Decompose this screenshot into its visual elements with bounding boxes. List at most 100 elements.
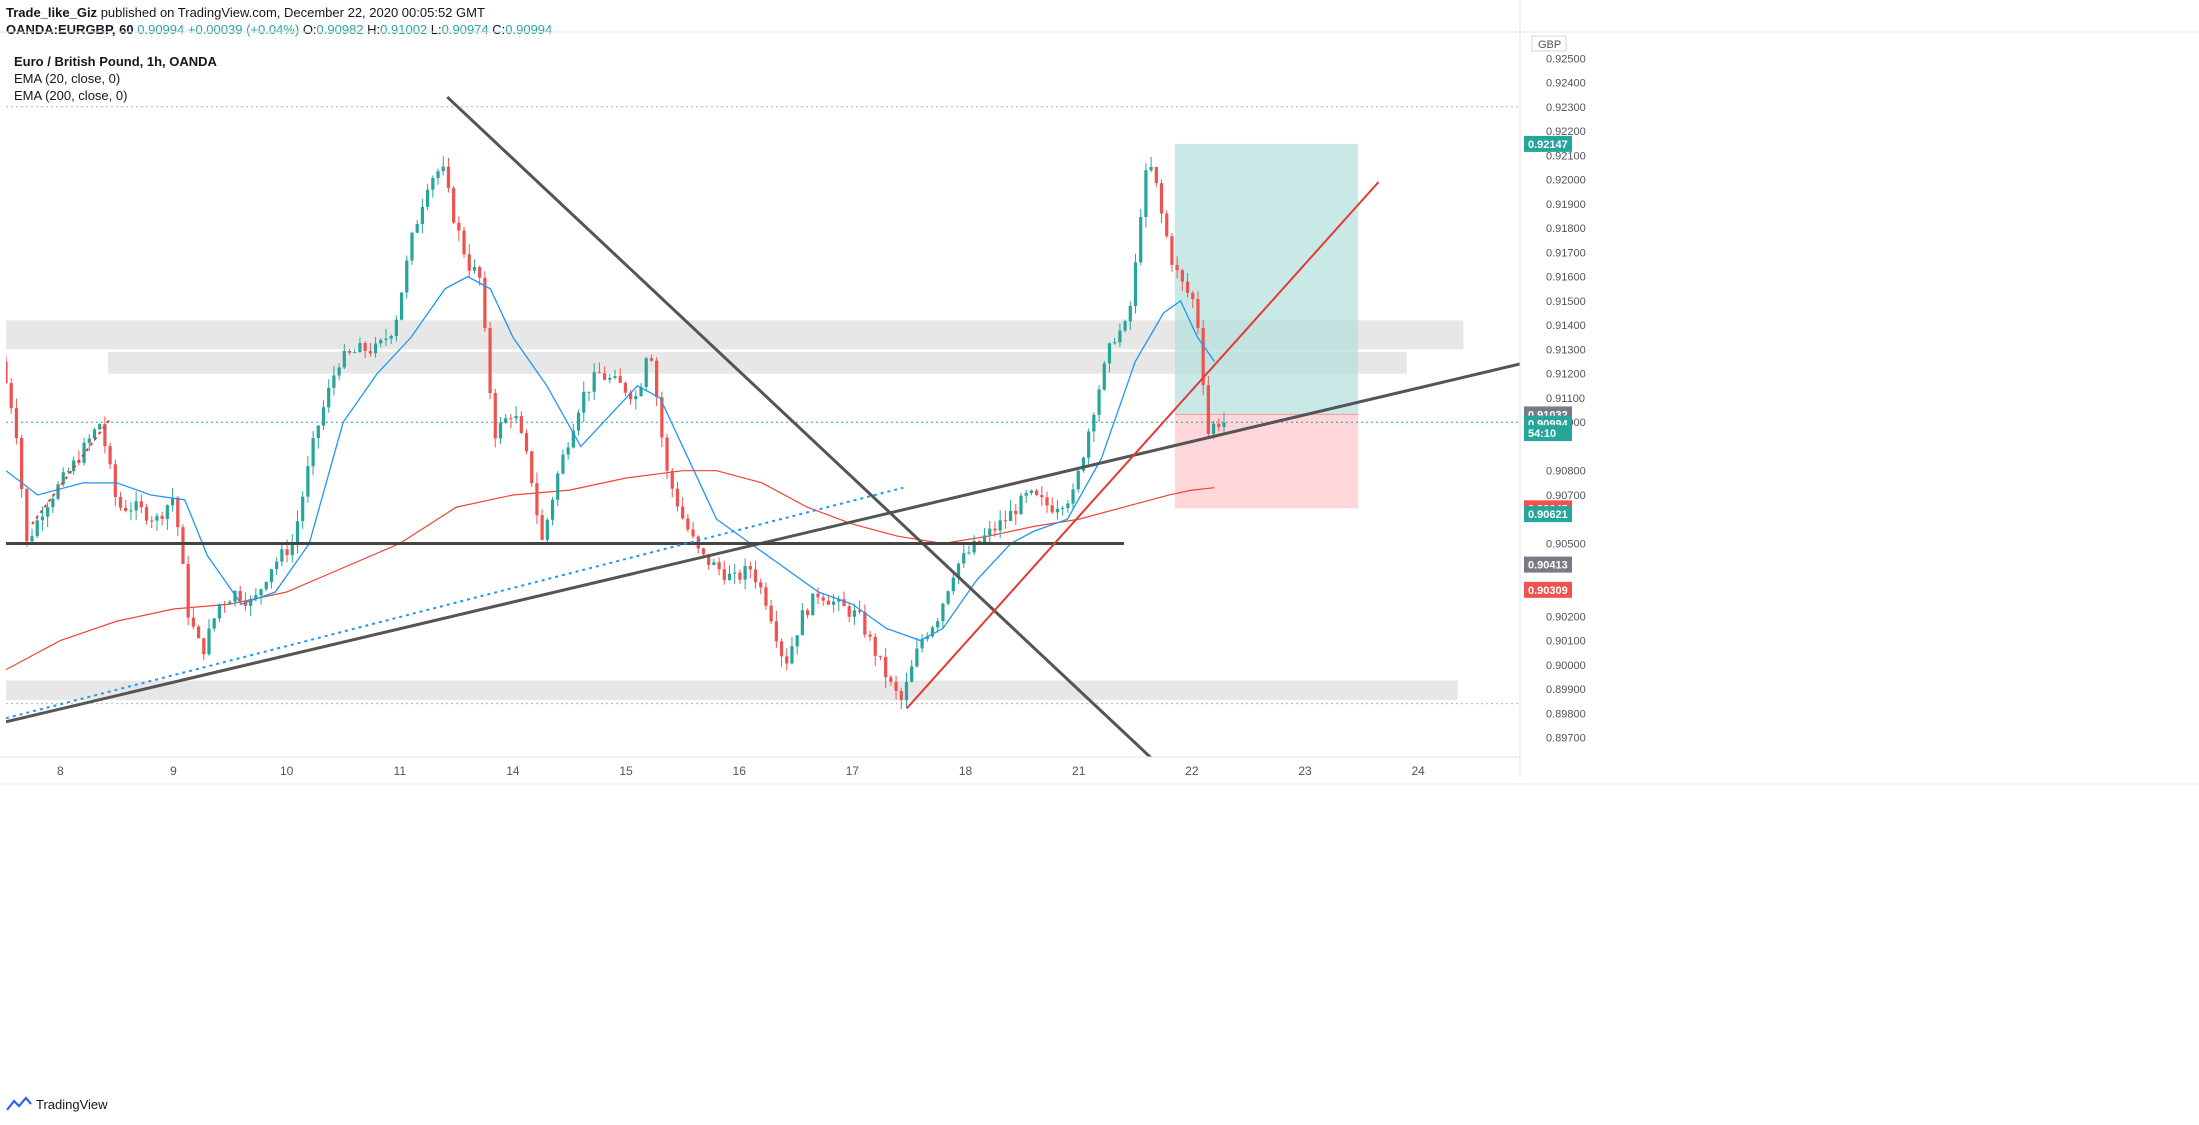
candle-body: [858, 610, 862, 612]
candle-body: [389, 336, 393, 339]
candle-body: [155, 515, 159, 521]
candle-body: [1206, 385, 1210, 434]
candle-body: [972, 540, 976, 553]
candle-body: [852, 610, 857, 617]
trendline: [31, 416, 113, 525]
published-text: published on TradingView.com, December 2…: [100, 5, 485, 20]
candle-body: [431, 177, 435, 190]
candle-body: [982, 535, 987, 542]
price-tick-label: 0.90200: [1546, 611, 1586, 623]
candle-body: [1040, 495, 1044, 498]
legend-ema200[interactable]: EMA (200, close, 0): [14, 88, 128, 103]
candle-body: [1034, 490, 1039, 496]
candle-body: [1081, 457, 1086, 471]
candle-body: [530, 451, 534, 484]
candle-body: [592, 372, 596, 392]
candle-body: [602, 373, 607, 380]
time-tick-label: 18: [959, 764, 973, 778]
candle-body: [72, 460, 76, 472]
candle-body: [1165, 213, 1169, 237]
candle-body: [92, 429, 97, 439]
target-zone: [1174, 143, 1359, 415]
candle-body: [930, 627, 935, 637]
candle-body: [379, 340, 383, 344]
candle-body: [118, 496, 123, 508]
candle-body: [582, 391, 586, 413]
candle-body: [956, 563, 961, 578]
candle-body: [254, 595, 258, 599]
candle-body: [587, 391, 591, 393]
candle-body: [936, 621, 940, 628]
candle-body: [988, 528, 992, 536]
candle-body: [915, 648, 919, 667]
candle-body: [514, 416, 518, 419]
candle-body: [233, 591, 237, 602]
candle-body: [144, 507, 149, 521]
candle-body: [207, 628, 211, 655]
price-badge-label: 0.92147: [1528, 139, 1568, 151]
price-tick-label: 0.91800: [1546, 223, 1586, 235]
price-tick-label: 0.91900: [1546, 199, 1586, 211]
candle-body: [1159, 183, 1164, 214]
time-tick-label: 21: [1072, 764, 1086, 778]
candle-body: [925, 636, 929, 640]
time-tick-label: 22: [1185, 764, 1199, 778]
candle-body: [660, 397, 664, 438]
candle-body: [504, 418, 508, 423]
candle-body: [681, 506, 685, 519]
candle-body: [795, 635, 799, 647]
candle-body: [842, 599, 846, 607]
candle-body: [1107, 343, 1112, 364]
candle-body: [498, 422, 503, 439]
candle-body: [1133, 262, 1138, 306]
candle-body: [1211, 423, 1216, 434]
price-tick-label: 0.90800: [1546, 466, 1586, 478]
candle-body: [191, 617, 195, 627]
candle-body: [821, 597, 825, 601]
candle-body: [884, 656, 888, 678]
candle-body: [800, 610, 804, 636]
candle-body: [1123, 321, 1127, 331]
candle-body: [394, 319, 398, 337]
price-tick-label: 0.91300: [1546, 344, 1586, 356]
candle-body: [488, 328, 492, 394]
trendline: [6, 486, 904, 720]
candle-body: [1118, 330, 1122, 343]
candle-body: [98, 424, 102, 430]
candle-body: [399, 292, 404, 320]
candle-body: [618, 376, 622, 383]
candle-body: [9, 383, 13, 409]
legend-ema20[interactable]: EMA (20, close, 0): [14, 71, 121, 86]
candle-body: [811, 593, 815, 616]
price-badge: [1524, 135, 1572, 152]
candle-body: [384, 338, 388, 341]
price-badge-label: 0.90309: [1528, 585, 1568, 597]
candle-body: [1045, 497, 1049, 506]
candle-body: [790, 646, 794, 664]
time-tick-label: 23: [1298, 764, 1312, 778]
candle-body: [446, 166, 451, 189]
price-tick-label: 0.89700: [1546, 733, 1586, 745]
candle-body: [1019, 495, 1023, 515]
candle-body: [967, 552, 971, 554]
candle-body: [472, 267, 477, 271]
stop-zone: [1174, 414, 1359, 509]
candle-body: [628, 392, 633, 400]
candle-body: [493, 393, 497, 439]
candle-body: [181, 527, 185, 564]
tradingview-brand[interactable]: TradingView: [6, 1096, 108, 1112]
candle-body: [6, 361, 8, 384]
candle-body: [51, 498, 55, 508]
candle-body: [743, 566, 747, 580]
candle-body: [186, 563, 190, 618]
candle-body: [1154, 166, 1158, 184]
candle-body: [1201, 328, 1205, 386]
candle-body: [561, 454, 565, 474]
author-name[interactable]: Trade_like_Giz: [6, 5, 98, 20]
candle-body: [899, 690, 903, 701]
price-tick-label: 0.89900: [1546, 684, 1586, 696]
candle-body: [665, 437, 669, 471]
candle-body: [103, 424, 107, 447]
candle-body: [1024, 492, 1028, 496]
